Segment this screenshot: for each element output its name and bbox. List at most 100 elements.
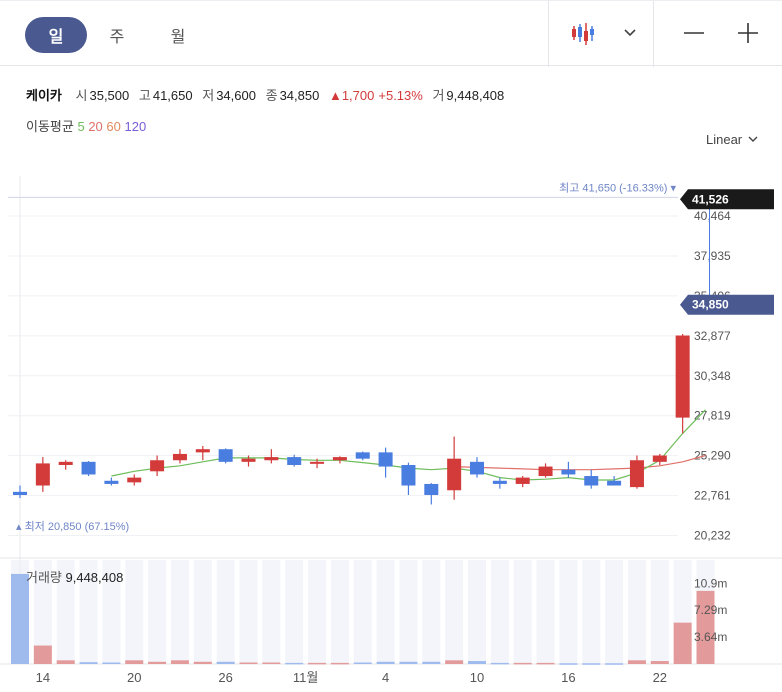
volume-bar (170, 660, 189, 664)
volume-column-bg (605, 560, 624, 664)
volume-column-bg (216, 560, 235, 664)
volume-column-bg (56, 560, 75, 664)
candle-body (538, 466, 553, 477)
y-tick-label: 37,935 (694, 249, 731, 263)
ma20-line (454, 454, 706, 471)
ma120-legend[interactable]: 120 (124, 119, 147, 134)
change-value: 1,700 (341, 88, 375, 103)
candle-body (195, 449, 210, 453)
candle-body (492, 480, 507, 484)
max-price-badge-bg (680, 189, 774, 210)
ma-legend-label: 이동평균 (26, 119, 74, 134)
volume-bar (605, 663, 624, 665)
volume-column-bg (627, 560, 646, 664)
y-tick-label: 40,464 (694, 209, 731, 223)
volume-column-bg (399, 560, 418, 664)
candle-body (447, 458, 462, 491)
plus-icon[interactable] (734, 21, 762, 45)
volume-column-bg (33, 560, 52, 664)
volume-bar (399, 661, 418, 664)
candle-body (355, 452, 370, 459)
volume-column-bg (559, 560, 578, 664)
volume-column-bg (262, 560, 281, 664)
candle-body (287, 457, 302, 465)
low-label: 저 (202, 88, 215, 103)
candle-body (470, 461, 484, 475)
close-label: 종 (265, 88, 278, 103)
volume-column-bg (125, 560, 144, 664)
volume-column-bg (422, 560, 441, 664)
volume-bar (125, 660, 144, 664)
max-price-label: 최고 41,650 (-16.33%) ▾ (559, 181, 676, 194)
open-value: 35,500 (89, 88, 130, 103)
max-price-badge: 41,526 (692, 192, 729, 206)
candle-body (58, 461, 73, 465)
tab-week[interactable]: 주 (109, 29, 125, 46)
volume-column-bg (193, 560, 212, 664)
ma20-legend[interactable]: 20 (88, 119, 103, 134)
candle-body (332, 457, 347, 461)
current-price-badge-bg (680, 294, 774, 315)
volume-legend: 거래량 9,448,408 (26, 570, 123, 585)
scale-select[interactable]: Linear (706, 132, 758, 147)
tab-day[interactable]: 일 (25, 17, 87, 53)
volume-column-bg (376, 560, 395, 664)
candle-body (607, 480, 622, 486)
volume-column-bg (239, 560, 258, 664)
ma5-legend[interactable]: 5 (77, 119, 85, 134)
volume-bar (11, 573, 29, 664)
minus-icon[interactable] (680, 21, 708, 45)
volume-bar (148, 661, 167, 664)
candle-body (424, 483, 439, 495)
ma-legend: 이동평균 5 20 60 120 (26, 116, 146, 135)
chevron-down-icon[interactable] (618, 21, 642, 45)
volume-bar (79, 662, 98, 664)
volume-column-bg (353, 560, 372, 664)
candle-body (401, 464, 416, 486)
ma60-legend[interactable]: 60 (106, 119, 121, 134)
volume-column-bg (490, 560, 509, 664)
volume-bar (513, 662, 532, 665)
volume-bar (673, 622, 692, 664)
volume-bar (468, 661, 486, 664)
volume-bar (56, 660, 75, 664)
y-tick-label: 32,877 (694, 329, 731, 343)
volume-column-bg (650, 560, 669, 664)
candle-body (81, 461, 96, 475)
scale-label: Linear (706, 132, 743, 147)
volume-bar (330, 662, 349, 665)
candlestick-chart[interactable]: 40,46437,93535,40632,87730,34827,81925,2… (0, 150, 782, 692)
volume-bar (308, 662, 327, 665)
volume-bar (193, 661, 212, 664)
candle-body (561, 469, 576, 475)
volume-column-bg (330, 560, 349, 664)
volume-bar (650, 661, 669, 664)
volume-bar (696, 590, 715, 664)
volume-tick-label: 7.29m (694, 603, 727, 617)
volume-bar (445, 660, 464, 664)
tab-month[interactable]: 월 (170, 29, 186, 46)
y-tick-label: 22,761 (694, 489, 731, 503)
chart-toolbar: 일 주 월 (0, 0, 782, 67)
volume-bar (376, 661, 395, 664)
y-tick-label: 20,232 (694, 529, 731, 543)
volume-label: 거 (432, 88, 445, 103)
candle-body (104, 480, 119, 484)
volume-bar (102, 662, 121, 665)
candlestick-icon[interactable] (566, 19, 602, 49)
y-tick-label: 30,348 (694, 369, 731, 383)
volume-bar (216, 661, 235, 664)
candle-body (515, 477, 530, 484)
x-tick-label: 20 (127, 670, 141, 685)
volume-column-bg (102, 560, 121, 664)
volume-bar (627, 660, 646, 664)
candle-body (310, 461, 325, 464)
toolbar-divider (548, 1, 549, 67)
candle-body (172, 453, 187, 461)
stock-name: 케이카 (26, 88, 62, 103)
volume-bar (422, 661, 441, 664)
candle-body (218, 449, 233, 462)
volume-bar (239, 662, 258, 665)
volume-column-bg (445, 560, 464, 664)
volume-column-bg (308, 560, 327, 664)
